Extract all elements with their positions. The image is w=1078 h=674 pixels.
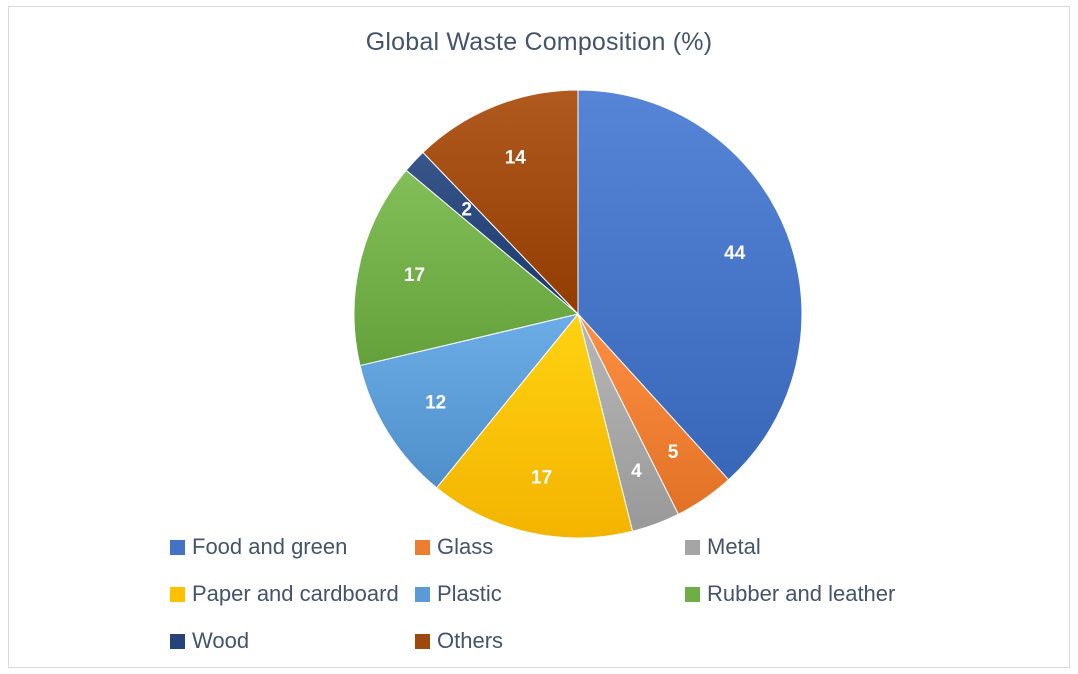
legend-label: Wood [192,628,250,653]
data-label-rubber-and-leather: 17 [404,265,425,286]
legend-swatch [170,633,185,649]
legend-item-rubber-and-leather: Rubber and leather [685,577,895,611]
pie-slice-rubber-and-leather [353,169,580,367]
legend-label: Glass [437,534,494,559]
legend-item-others: Others [415,624,503,658]
pie-slice-others [422,89,579,316]
legend-item-food-and-green: Food and green [170,530,347,564]
legend-label: Plastic [437,581,502,606]
legend-swatch [415,539,430,555]
legend-item-plastic: Plastic [415,577,502,611]
pie-slice-paper-and-cardboard [435,312,634,539]
legend-label: Rubber and leather [707,581,896,606]
chart-title: Global Waste Composition (%) [365,28,713,56]
legend-item-paper-and-cardboard: Paper and cardboard [170,577,399,611]
legend-swatch [170,539,185,555]
legend-label: Others [437,628,504,653]
legend-swatch [685,586,700,602]
legend-label: Food and green [192,534,348,559]
data-label-food-and-green: 44 [724,243,746,264]
legend-label: Metal [707,534,761,559]
legend-item-metal: Metal [685,530,761,564]
legend-swatch [415,586,430,602]
legend-swatch [685,539,700,555]
legend-swatch [170,586,185,602]
data-label-glass: 5 [668,442,679,463]
data-label-wood: 2 [461,200,472,221]
data-label-paper-and-cardboard: 17 [531,468,552,489]
data-label-plastic: 12 [425,393,446,414]
legend-label: Paper and cardboard [192,581,399,606]
data-label-others: 14 [505,148,527,169]
legend-item-glass: Glass [415,530,493,564]
legend-item-wood: Wood [170,624,249,658]
pie-slice-plastic [359,313,580,489]
legend-swatch [415,633,430,649]
data-label-metal: 4 [631,461,642,482]
pie-slice-food-and-green [577,89,803,481]
